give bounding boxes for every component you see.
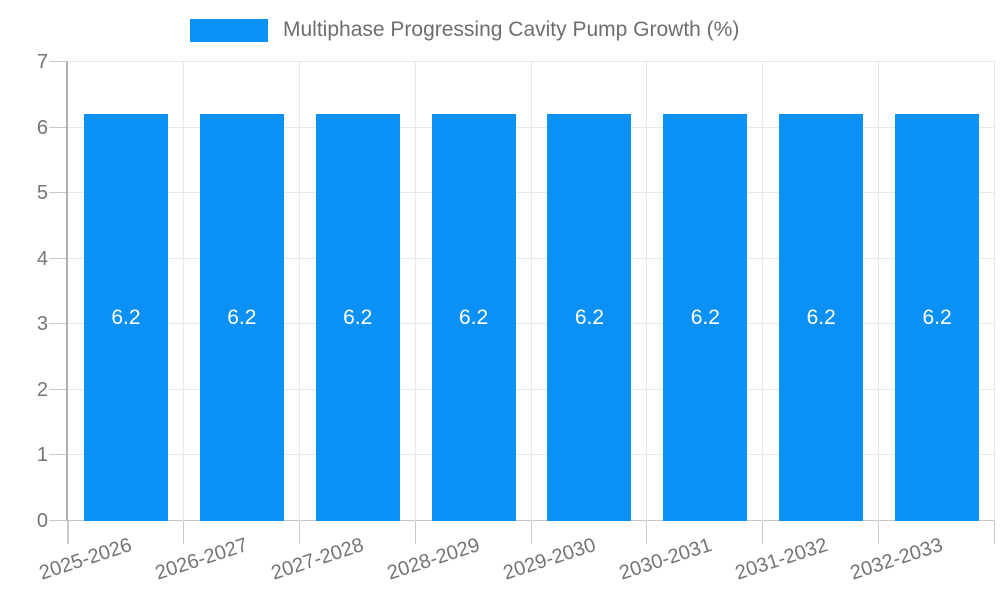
x-axis-tick — [994, 521, 995, 544]
bar-value-label: 6.2 — [806, 305, 836, 329]
y-axis-tick-label: 4 — [36, 247, 48, 270]
x-axis-tick-label: 2027-2028 — [268, 534, 367, 585]
y-axis-tick — [49, 454, 68, 456]
y-axis-tick-label: 7 — [36, 51, 48, 73]
x-axis-tick-label: 2031-2032 — [732, 534, 830, 585]
bar-value-label: 6.2 — [690, 305, 720, 329]
y-axis-tick — [49, 126, 68, 128]
y-axis-tick — [49, 388, 68, 390]
bar[interactable]: 6.2 — [83, 114, 168, 521]
x-axis-tick — [182, 521, 184, 544]
bar[interactable]: 6.2 — [315, 114, 400, 521]
bar-value-label: 6.2 — [458, 305, 489, 329]
x-axis-tick — [646, 521, 648, 544]
x-axis-tick — [414, 521, 416, 544]
y-axis-tick-label: 6 — [36, 116, 48, 139]
x-axis-tick-label: 2025-2026 — [36, 534, 135, 585]
y-axis-tick — [49, 192, 68, 194]
bar-value-label: 6.2 — [343, 305, 373, 329]
x-axis-tick-label: 2032-2033 — [848, 534, 946, 585]
bar[interactable]: 6.2 — [431, 114, 516, 521]
y-axis-tick — [49, 520, 68, 521]
gridline — [68, 126, 995, 128]
gridline — [530, 62, 532, 521]
gridline — [298, 62, 300, 521]
bar[interactable]: 6.2 — [547, 114, 632, 521]
legend-swatch — [190, 18, 268, 42]
bar-value-label: 6.2 — [922, 305, 952, 329]
gridline — [994, 62, 995, 521]
legend-label: Multiphase Progressing Cavity Pump Growt… — [283, 18, 740, 41]
bar-value-label: 6.2 — [111, 305, 141, 329]
bar-value-label: 6.2 — [574, 305, 605, 329]
gridline — [68, 520, 995, 521]
x-axis-tick-label: 2030-2031 — [616, 534, 715, 585]
x-axis-tick — [67, 521, 69, 544]
gridline — [646, 62, 648, 521]
y-axis-tick-label: 1 — [36, 444, 48, 467]
y-axis-tick — [49, 257, 68, 259]
y-axis-tick-label: 3 — [36, 313, 48, 336]
gridline — [68, 388, 995, 390]
y-axis-tick-label: 2 — [36, 378, 48, 401]
gridline — [182, 62, 184, 521]
y-axis-line — [66, 62, 68, 521]
x-axis-tick — [298, 521, 300, 544]
gridline — [68, 257, 995, 259]
x-axis-tick — [762, 521, 764, 544]
gridline — [414, 62, 416, 521]
bar-value-label: 6.2 — [227, 305, 257, 329]
y-axis-tick-label: 0 — [36, 510, 48, 532]
bar[interactable]: 6.2 — [895, 114, 980, 521]
x-axis-tick — [878, 521, 880, 544]
x-axis-tick — [530, 521, 532, 544]
x-axis-tick-label: 2028-2029 — [384, 534, 483, 585]
x-axis-tick-label: 2026-2027 — [152, 534, 251, 585]
gridline — [68, 61, 995, 62]
legend[interactable]: Multiphase Progressing Cavity Pump Growt… — [190, 18, 739, 42]
y-axis-tick — [49, 323, 68, 325]
x-axis-tick-label: 2029-2030 — [500, 534, 599, 585]
bar[interactable]: 6.2 — [779, 114, 864, 521]
y-axis-tick — [49, 61, 68, 62]
y-axis-tick-label: 5 — [36, 182, 48, 205]
gridline — [68, 323, 995, 325]
gridline — [68, 454, 995, 456]
gridline — [878, 62, 880, 521]
gridline — [68, 192, 995, 194]
gridline — [762, 62, 764, 521]
bar[interactable]: 6.2 — [199, 114, 284, 521]
bar[interactable]: 6.2 — [663, 114, 748, 521]
